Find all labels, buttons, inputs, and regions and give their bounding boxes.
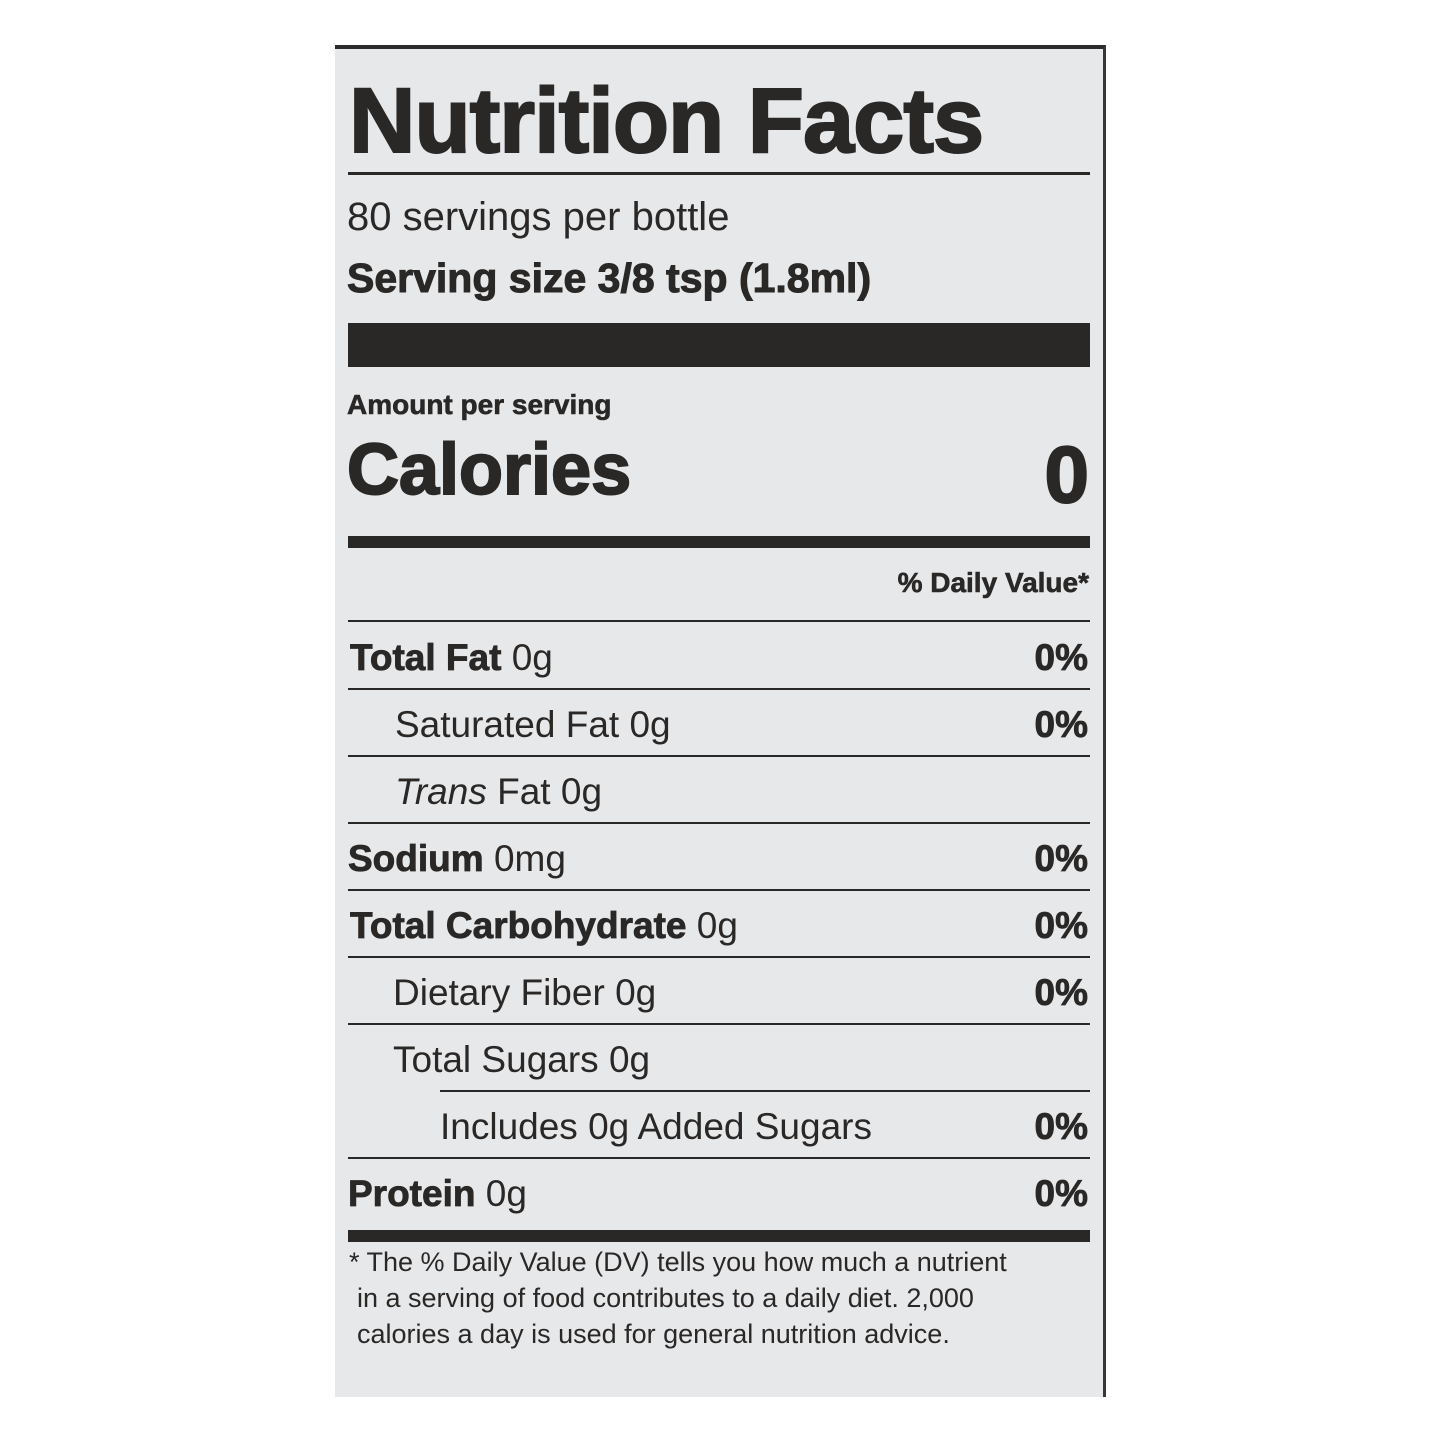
nutrient-dv: 0%: [1034, 704, 1088, 746]
calories-value: 0: [1044, 429, 1090, 520]
nutrient-dv: 0%: [1034, 1173, 1088, 1215]
nutrient-amount: 0g: [608, 1039, 651, 1080]
divider: [348, 889, 1090, 891]
serving-size: Serving size 3/8 tsp (1.8ml): [346, 255, 872, 302]
divider: [348, 956, 1090, 958]
medium-divider: [348, 536, 1090, 548]
nutrient-row-sodium: Sodium 0mg 0%: [348, 824, 1090, 891]
divider: [348, 755, 1090, 757]
label-title: Nutrition Facts: [348, 69, 985, 173]
footnote-line: in a serving of food contributes to a da…: [357, 1283, 974, 1313]
nutrient-dv: 0%: [1034, 905, 1088, 947]
nutrient-row-saturated-fat: Saturated Fat 0g 0%: [348, 690, 1090, 757]
nutrient-amount: 0g: [696, 905, 738, 946]
nutrient-name: Includes 0g Added Sugars: [440, 1106, 872, 1147]
divider: [348, 822, 1090, 824]
nutrient-row-total-fat: Total Fat 0g 0%: [348, 623, 1090, 690]
nutrition-facts-label: Nutrition Facts 80 servings per bottle S…: [335, 45, 1106, 1397]
nutrient-name: Sodium: [348, 838, 484, 880]
footnote-line: calories a day is used for general nutri…: [357, 1319, 950, 1349]
nutrient-dv: 0%: [1034, 838, 1088, 880]
divider: [348, 1157, 1090, 1159]
nutrient-row-added-sugars: Includes 0g Added Sugars 0%: [348, 1092, 1090, 1159]
nutrient-row-dietary-fiber: Dietary Fiber 0g 0%: [348, 958, 1090, 1025]
nutrient-amount: 0g: [560, 771, 603, 812]
nutrient-row-trans-fat: Trans Fat 0g: [348, 757, 1090, 824]
nutrient-dv: 0%: [1034, 1106, 1088, 1148]
nutrient-name-suffix: Fat: [497, 771, 551, 812]
servings-per-container: 80 servings per bottle: [347, 195, 730, 239]
daily-value-header: % Daily Value*: [897, 567, 1089, 599]
nutrient-dv: 0%: [1034, 637, 1088, 679]
nutrient-name: Total Fat: [350, 637, 502, 679]
nutrient-amount: 0mg: [493, 838, 566, 879]
medium-divider: [348, 1230, 1090, 1242]
nutrient-name: Trans: [395, 771, 487, 812]
nutrient-name: Dietary Fiber: [393, 972, 605, 1013]
thick-divider: [348, 323, 1090, 367]
nutrient-row-total-carbohydrate: Total Carbohydrate 0g 0%: [348, 891, 1090, 958]
divider: [348, 1023, 1090, 1025]
calories-label: Calories: [346, 429, 632, 511]
nutrient-amount: 0g: [485, 1173, 527, 1214]
divider: [348, 172, 1090, 175]
divider: [348, 688, 1090, 690]
nutrient-name: Saturated Fat: [395, 704, 620, 745]
nutrient-row-protein: Protein 0g 0%: [348, 1159, 1090, 1226]
nutrient-row-total-sugars: Total Sugars 0g: [348, 1025, 1090, 1092]
footnote-line: * The % Daily Value (DV) tells you how m…: [349, 1247, 1007, 1277]
nutrient-name: Total Sugars: [393, 1039, 599, 1080]
divider: [348, 620, 1090, 622]
divider: [440, 1090, 1090, 1092]
nutrient-amount: 0g: [615, 972, 657, 1013]
nutrient-amount: 0g: [511, 637, 553, 678]
nutrient-amount: 0g: [629, 704, 671, 745]
nutrient-name: Protein: [348, 1173, 476, 1215]
nutrient-dv: 0%: [1034, 972, 1088, 1014]
amount-per-serving: Amount per serving: [347, 389, 612, 421]
nutrient-name: Total Carbohydrate: [350, 905, 687, 947]
